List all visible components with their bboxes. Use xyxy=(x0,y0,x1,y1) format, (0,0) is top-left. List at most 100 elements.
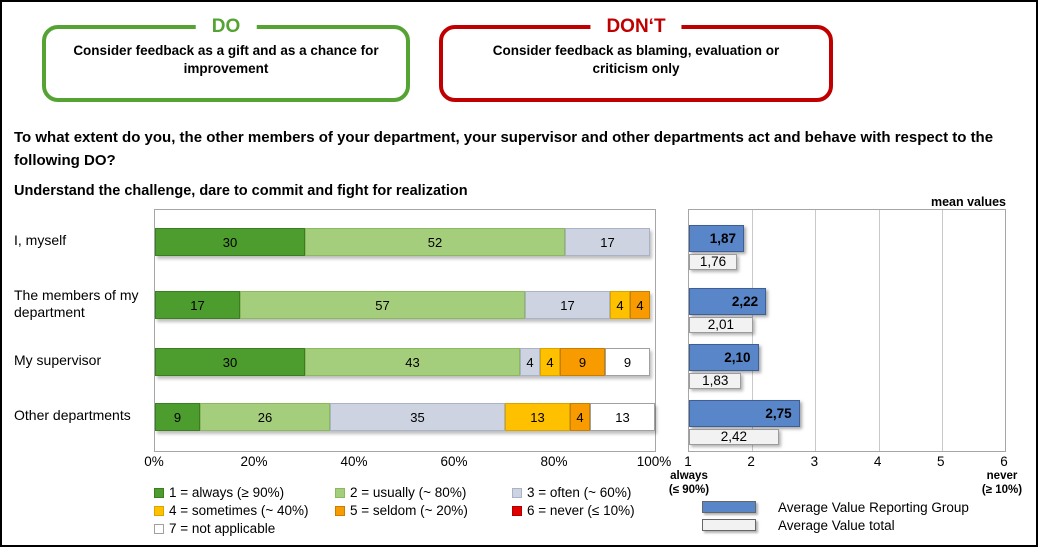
legend-label: 2 = usually (~ 80%) xyxy=(350,485,467,500)
legend-label: 7 = not applicable xyxy=(169,521,276,536)
bar-segment-scale-7: 9 xyxy=(604,348,650,376)
mean-legend-label: Average Value Reporting Group xyxy=(778,499,969,515)
legend-label: 6 = never (≤ 10%) xyxy=(527,503,635,518)
axis-note-never-line1: never xyxy=(986,470,1018,482)
x-tick-label: 60% xyxy=(440,454,468,469)
mean-values-plot: 1,87 1,76 2,22 2,01 2,10 1,83 2,75 2,42 xyxy=(688,209,1006,452)
row-label: My supervisor xyxy=(14,352,102,369)
legend-item-scale-7: 7 = not applicable xyxy=(154,521,335,536)
bar-segment-scale-1: 30 xyxy=(155,348,305,376)
bar-segment-scale-4: 13 xyxy=(505,403,570,431)
mean-bar-total: 1,76 xyxy=(689,254,738,270)
legend-label: 3 = often (~ 60%) xyxy=(527,485,632,500)
legend-label: 5 = seldom (~ 20%) xyxy=(350,503,468,518)
mean-bar-reporting-group: 2,10 xyxy=(689,344,759,371)
bar-segment-scale-3: 35 xyxy=(330,403,505,431)
dont-title: DON‘T xyxy=(590,16,682,39)
mean-legend-swatch xyxy=(702,501,756,513)
bar-segment-scale-1: 9 xyxy=(155,403,200,431)
axis-note-always-line2: (≤ 90%) xyxy=(668,483,710,496)
legend-label: 4 = sometimes (~ 40%) xyxy=(169,503,309,518)
mean-bar-total: 2,01 xyxy=(689,317,753,333)
category-labels: I, myself The members of my department My … xyxy=(14,209,152,450)
mean-bar-reporting-group: 2,75 xyxy=(689,400,800,427)
dont-text: Consider feedback as blaming, evaluation… xyxy=(492,43,780,77)
legend-swatch xyxy=(154,505,164,516)
x-tick-label: 3 xyxy=(810,454,819,469)
stacked-bar-plot: 30 52 17 17 57 17 4 4 30 43 4 4 9 9 9 26 35 13 4 13 xyxy=(154,209,656,452)
x-tick-label: 0% xyxy=(144,454,164,469)
bar-segment-scale-1: 17 xyxy=(155,291,240,319)
row-label: The members of my department xyxy=(14,286,139,321)
mean-bar-reporting-group: 2,22 xyxy=(689,288,767,315)
axis-note-never: never (≥ 10%) xyxy=(982,470,1022,498)
bar-segment-scale-5: 4 xyxy=(629,291,650,319)
stacked-bar: 17 57 17 4 4 xyxy=(155,291,650,319)
bar-segment-scale-1: 30 xyxy=(155,228,305,256)
x-tick-label: 20% xyxy=(240,454,268,469)
legend-label: 1 = always (≥ 90%) xyxy=(169,485,285,500)
dont-callout: DON‘T Consider feedback as blaming, eval… xyxy=(439,16,833,102)
x-tick-label: 4 xyxy=(873,454,882,469)
do-text: Consider feedback as a gift and as a cha… xyxy=(73,43,379,77)
do-title: DO xyxy=(195,16,257,39)
stacked-bar: 30 52 17 xyxy=(155,228,650,256)
mean-values-title: mean values xyxy=(930,195,1006,209)
x-tick-label: 6 xyxy=(1000,454,1008,469)
legend-swatch xyxy=(512,505,522,516)
bar-segment-scale-4: 4 xyxy=(610,291,630,319)
question-text: To what extent do you, the other members… xyxy=(14,129,994,170)
legend-item-scale-1: 1 = always (≥ 90%) xyxy=(154,485,335,500)
stacked-bar: 30 43 4 4 9 9 xyxy=(155,348,650,376)
legend-item-scale-2: 2 = usually (~ 80%) xyxy=(335,485,512,500)
mean-axis: 1 2 3 4 5 6 xyxy=(684,454,1008,472)
legend-swatch xyxy=(154,487,164,498)
x-tick-label: 5 xyxy=(937,454,945,469)
row-label: I, myself xyxy=(14,232,67,249)
bar-segment-scale-7: 13 xyxy=(590,403,655,431)
x-tick-label: 100% xyxy=(636,454,672,469)
mean-bar-reporting-group: 1,87 xyxy=(689,225,744,252)
axis-note-always-line1: always xyxy=(670,470,708,482)
mean-legend-row: Average Value Reporting Group xyxy=(702,499,969,515)
scale-legend: 1 = always (≥ 90%) 2 = usually (~ 80%) 3 =… xyxy=(154,485,694,536)
axis-note-never-line2: (≥ 10%) xyxy=(981,483,1023,496)
x-tick-label: 2 xyxy=(747,454,755,469)
bar-segment-scale-3: 4 xyxy=(520,348,540,376)
legend-swatch xyxy=(335,487,345,498)
bar-segment-scale-3: 17 xyxy=(525,291,610,319)
x-tick-label: 40% xyxy=(340,454,368,469)
legend-item-scale-6: 6 = never (≤ 10%) xyxy=(512,503,682,518)
mean-bar-total: 2,42 xyxy=(689,429,779,445)
bar-segment-scale-4: 4 xyxy=(539,348,560,376)
bar-segment-scale-5: 9 xyxy=(559,348,605,376)
legend-item-scale-5: 5 = seldom (~ 20%) xyxy=(335,503,512,518)
bar-segment-scale-2: 57 xyxy=(240,291,525,319)
percent-axis: 0% 20% 40% 60% 80% 100% xyxy=(144,454,671,472)
mean-legend-row: Average Value total xyxy=(702,517,969,533)
bar-segment-scale-2: 43 xyxy=(305,348,520,376)
axis-note-always: always (≤ 90%) xyxy=(669,470,709,498)
x-tick-label: 1 xyxy=(684,454,692,469)
mean-legend-swatch xyxy=(702,519,756,531)
do-callout: DO Consider feedback as a gift and as a … xyxy=(42,16,410,102)
gridline xyxy=(815,210,817,451)
x-tick-label: 80% xyxy=(540,454,568,469)
legend-item-scale-3: 3 = often (~ 60%) xyxy=(512,485,682,500)
mean-legend-label: Average Value total xyxy=(778,517,895,533)
legend-swatch xyxy=(335,505,345,516)
legend-swatch xyxy=(512,487,522,498)
chart-subtitle: Understand the challenge, dare to commit… xyxy=(14,183,468,199)
mean-bar-total: 1,83 xyxy=(689,373,742,389)
bar-segment-scale-3: 17 xyxy=(565,228,650,256)
bar-segment-scale-2: 52 xyxy=(305,228,565,256)
gridline xyxy=(941,210,943,451)
legend-swatch xyxy=(154,523,164,534)
bar-segment-scale-5: 4 xyxy=(570,403,590,431)
mean-legend: Average Value Reporting Group Average Val… xyxy=(702,499,969,535)
bar-segment-scale-2: 26 xyxy=(200,403,330,431)
row-label: Other departments xyxy=(14,407,131,424)
gridline xyxy=(878,210,880,451)
legend-item-scale-4: 4 = sometimes (~ 40%) xyxy=(154,503,335,518)
